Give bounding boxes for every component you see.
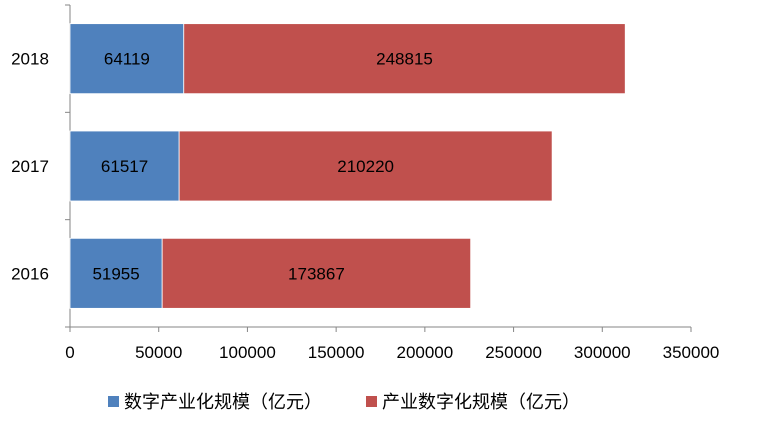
data-label: 64119 bbox=[104, 50, 150, 69]
x-tick-label: 50000 bbox=[135, 343, 182, 362]
bar-segment-series-2 bbox=[161, 237, 472, 309]
legend-item-series-1: 数字产业化规模（亿元） bbox=[108, 388, 322, 414]
plot-area: 0 50000 100000 150000 200000 250000 300000 3500… bbox=[11, 4, 720, 362]
legend-label-series-1: 数字产业化规模（亿元） bbox=[124, 392, 322, 413]
category-label: 2017 bbox=[11, 157, 49, 176]
data-label: 51955 bbox=[92, 264, 139, 283]
category-label: 2018 bbox=[11, 50, 49, 69]
legend-swatch-series-2 bbox=[366, 395, 377, 407]
data-label: 61517 bbox=[101, 157, 148, 176]
legend: 数字产业化规模（亿元） 产业数字化规模（亿元） bbox=[108, 388, 580, 414]
x-tick-label: 300000 bbox=[574, 343, 631, 362]
bar-segment-series-2 bbox=[178, 130, 553, 202]
bar-segment-series-1 bbox=[69, 23, 185, 95]
legend-label-series-2: 产业数字化规模（亿元） bbox=[382, 392, 580, 413]
data-label: 248815 bbox=[376, 50, 433, 69]
x-tick-label: 200000 bbox=[396, 343, 453, 362]
x-tick-label: 250000 bbox=[485, 343, 542, 362]
x-tick-label: 350000 bbox=[663, 343, 720, 362]
data-label: 210220 bbox=[337, 157, 394, 176]
stacked-bar-chart: 0 50000 100000 150000 200000 250000 300000 3500… bbox=[11, 4, 720, 362]
data-label: 173867 bbox=[288, 264, 345, 283]
x-tick-label: 150000 bbox=[308, 343, 365, 362]
x-tick-label: 100000 bbox=[219, 343, 276, 362]
bar-segment-series-1 bbox=[69, 130, 180, 202]
x-tick-label: 0 bbox=[65, 343, 74, 362]
bar-segment-series-2 bbox=[183, 23, 626, 95]
legend-item-series-2: 产业数字化规模（亿元） bbox=[366, 388, 580, 414]
legend-swatch-series-1 bbox=[108, 395, 119, 407]
category-label: 2016 bbox=[11, 264, 49, 283]
